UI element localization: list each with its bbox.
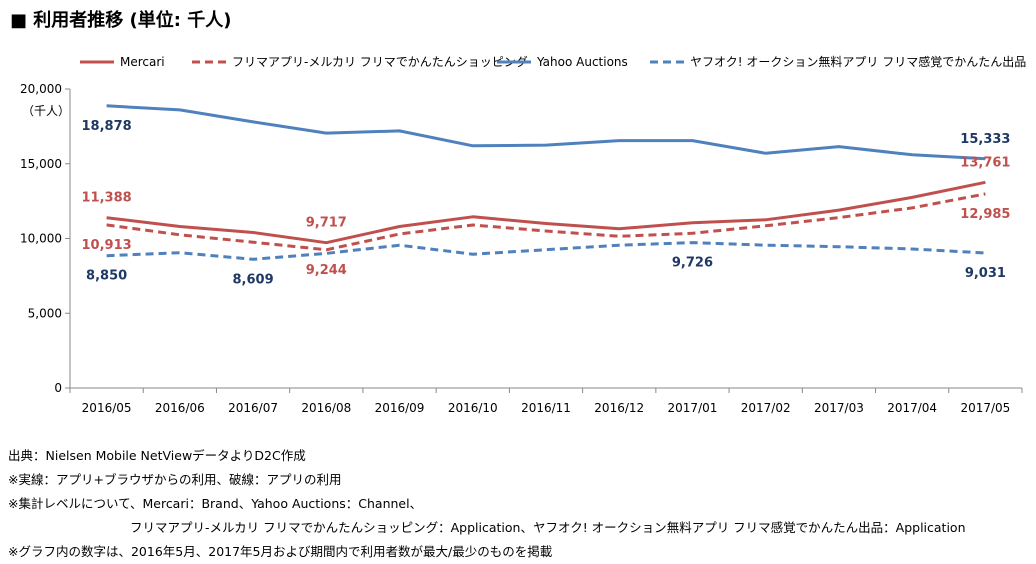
line-style-note: ※実線：アプリ+ブラウザからの利用、破線：アプリの利用 [8,472,342,487]
data-label: 9,031 [965,266,1006,281]
data-label: 9,244 [306,263,347,278]
x-tick-label: 2016/10 [448,401,498,415]
line-chart: 0 5,000 10,000 15,000 20,000 （千人） 2016/05 2016/… [20,54,1026,415]
aggregation-note: ※集計レベルについて、Mercari：Brand、Yahoo Auctions：… [8,496,423,511]
y-tick-label: 15,000 [20,157,62,171]
series-line-1 [106,180,986,245]
data-label: 12,985 [960,207,1010,222]
legend-label-4: ヤフオク! オークション無料アプリ フリマ感覚でかんたん出品 [690,54,1026,69]
data-label: 13,761 [960,155,1010,170]
x-tick-label: 2017/04 [887,401,937,415]
legend-label-2: フリマアプリ-メルカリ フリマでかんたんショッピング [232,55,528,69]
series-line-2 [106,192,986,252]
chart-notes: 出典：Nielsen Mobile NetViewデータよりD2C作成 ※実線：… [8,444,966,564]
data-label: 15,333 [960,132,1010,147]
y-unit-label: （千人） [22,104,70,118]
legend-label-3: Yahoo Auctions [536,55,628,69]
y-tick-label: 5,000 [28,306,62,320]
aggregation-note-cont: フリマアプリ-メルカリ フリマでかんたんショッピング：Application、ヤ… [130,520,966,535]
y-tick-label: 0 [54,381,62,395]
x-tick-label: 2017/02 [741,401,791,415]
x-tick-label: 2017/03 [814,401,864,415]
data-label: 8,850 [86,269,127,284]
data-label: 10,913 [82,238,132,253]
y-tick-label: 10,000 [20,232,62,246]
data-label: 8,609 [233,272,274,287]
x-tick-label: 2017/01 [668,401,718,415]
label-note: ※グラフ内の数字は、2016年5月、2017年5月および期間内で利用者数が最大/… [8,544,553,559]
data-label: 9,717 [306,216,347,231]
x-tick-label: 2016/11 [521,401,571,415]
y-tick-label: 20,000 [20,82,62,96]
x-tick-label: 2016/05 [82,401,132,415]
x-tick-label: 2016/09 [375,401,425,415]
data-label: 9,726 [672,256,713,271]
chart-title: ■ 利用者推移 (単位: 千人) [10,10,232,31]
x-tick-label: 2016/12 [594,401,644,415]
data-label: 11,388 [82,191,132,206]
series-line-4 [106,241,986,261]
x-tick-label: 2016/07 [228,401,278,415]
series-line-3 [106,104,986,161]
x-tick-label: 2017/05 [960,401,1010,415]
legend-label-1: Mercari [120,55,165,69]
data-label: 18,878 [82,119,132,134]
x-tick-label: 2016/08 [301,401,351,415]
source-note: 出典：Nielsen Mobile NetViewデータよりD2C作成 [8,448,306,463]
x-tick-label: 2016/06 [155,401,205,415]
